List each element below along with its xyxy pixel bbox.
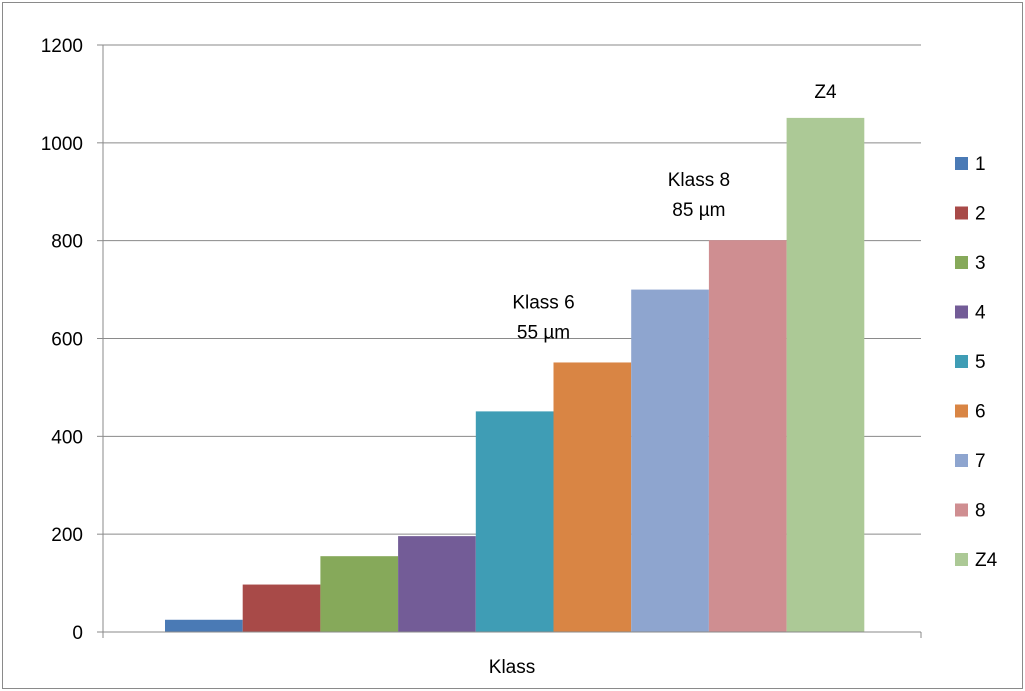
bar-series-7: [631, 290, 709, 632]
annotation-label: Z4: [814, 82, 837, 103]
y-tick-label: 600: [51, 330, 83, 351]
legend-swatch-3: [955, 256, 968, 269]
y-tick-label: 200: [51, 525, 83, 546]
legend-label-6: 6: [975, 402, 986, 423]
legend-label-5: 5: [975, 352, 986, 373]
annotation-label: Klass 8: [668, 170, 730, 191]
bar-series-2: [243, 585, 321, 632]
legend-swatch-8: [955, 504, 968, 517]
legend-swatch-4: [955, 306, 968, 319]
legend-swatch-1: [955, 157, 968, 170]
legend-swatch-6: [955, 405, 968, 418]
bar-series-4: [398, 536, 476, 632]
bar-series-5: [476, 411, 554, 632]
legend-label-1: 1: [975, 154, 986, 175]
y-tick-label: 400: [51, 427, 83, 448]
bar-series-1: [165, 620, 243, 632]
bar-series-6: [554, 362, 632, 632]
legend-swatch-5: [955, 355, 968, 368]
y-tick-label: 1000: [41, 134, 83, 155]
annotation-label: 55 µm: [517, 322, 570, 343]
legend-swatch-7: [955, 454, 968, 467]
annotation-label: 85 µm: [672, 200, 725, 221]
legend-label-4: 4: [975, 303, 986, 324]
legend-label-2: 2: [975, 204, 986, 225]
y-tick-label: 0: [72, 623, 83, 644]
bar-series-Z4: [787, 118, 865, 632]
bar-series-8: [709, 240, 787, 632]
x-category-label: Klass: [489, 657, 535, 678]
y-tick-label: 1200: [41, 36, 83, 57]
legend-label-8: 8: [975, 501, 986, 522]
legend-label-7: 7: [975, 451, 986, 472]
annotation-label: Klass 6: [512, 292, 574, 313]
legend-label-3: 3: [975, 253, 986, 274]
chart-canvas: 0 200 400 600 800 1000 1200 Klass Klass 6 55 µm K…: [3, 3, 1024, 690]
bar-series-3: [320, 556, 398, 632]
y-tick-label: 800: [51, 232, 83, 253]
legend: 1 2 3 4 5 6 7 8 Z4: [955, 154, 998, 571]
legend-swatch-2: [955, 207, 968, 220]
bars: [165, 118, 864, 632]
legend-label-Z4: Z4: [975, 550, 998, 571]
legend-swatch-Z4: [955, 553, 968, 566]
